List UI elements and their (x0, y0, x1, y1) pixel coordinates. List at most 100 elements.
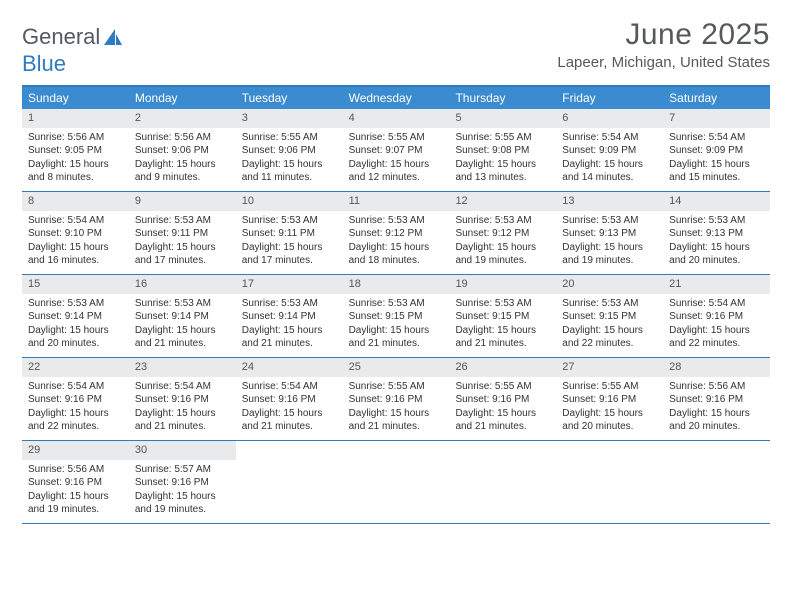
sunrise-line: Sunrise: 5:55 AM (349, 380, 444, 394)
sunset-line: Sunset: 9:16 PM (28, 393, 123, 407)
daylight-line: Daylight: 15 hours and 21 minutes. (349, 407, 444, 434)
logo-sail-icon (103, 28, 123, 46)
sunset-line: Sunset: 9:09 PM (562, 144, 657, 158)
daylight-line: Daylight: 15 hours and 9 minutes. (135, 158, 230, 185)
day-details: Sunrise: 5:53 AMSunset: 9:13 PMDaylight:… (663, 211, 770, 273)
day-details: Sunrise: 5:54 AMSunset: 9:16 PMDaylight:… (663, 294, 770, 356)
day-number: 15 (22, 275, 129, 294)
calendar-cell: 6Sunrise: 5:54 AMSunset: 9:09 PMDaylight… (556, 109, 663, 191)
calendar-cell: 1Sunrise: 5:56 AMSunset: 9:05 PMDaylight… (22, 109, 129, 191)
calendar-cell: 30Sunrise: 5:57 AMSunset: 9:16 PMDayligh… (129, 441, 236, 523)
day-number: 29 (22, 441, 129, 460)
sunrise-line: Sunrise: 5:53 AM (28, 297, 123, 311)
sunset-line: Sunset: 9:16 PM (349, 393, 444, 407)
day-number: 21 (663, 275, 770, 294)
day-number: 12 (449, 192, 556, 211)
sunset-line: Sunset: 9:11 PM (242, 227, 337, 241)
day-number: 7 (663, 109, 770, 128)
weekday-header: Sunday (22, 87, 129, 109)
week-row: 29Sunrise: 5:56 AMSunset: 9:16 PMDayligh… (22, 441, 770, 524)
sunrise-line: Sunrise: 5:53 AM (455, 214, 550, 228)
sunrise-line: Sunrise: 5:53 AM (562, 214, 657, 228)
calendar-cell-empty (343, 441, 450, 523)
sunrise-line: Sunrise: 5:55 AM (242, 131, 337, 145)
calendar-cell: 22Sunrise: 5:54 AMSunset: 9:16 PMDayligh… (22, 358, 129, 440)
day-number: 16 (129, 275, 236, 294)
daylight-line: Daylight: 15 hours and 22 minutes. (669, 324, 764, 351)
day-details: Sunrise: 5:55 AMSunset: 9:16 PMDaylight:… (449, 377, 556, 439)
day-details: Sunrise: 5:54 AMSunset: 9:16 PMDaylight:… (22, 377, 129, 439)
sunrise-line: Sunrise: 5:53 AM (349, 214, 444, 228)
calendar-cell: 20Sunrise: 5:53 AMSunset: 9:15 PMDayligh… (556, 275, 663, 357)
calendar-cell: 15 Sunrise: 5:53 AMSunset: 9:14 PMDayligh… (22, 275, 129, 357)
daylight-line: Daylight: 15 hours and 11 minutes. (242, 158, 337, 185)
calendar-cell: 9Sunrise: 5:53 AMSunset: 9:11 PMDaylight… (129, 192, 236, 274)
day-number: 9 (129, 192, 236, 211)
week-row: 15Sunrise: 5:53 AMSunset: 9:14 PMDayligh… (22, 275, 770, 358)
sunset-line: Sunset: 9:11 PM (135, 227, 230, 241)
calendar-cell: 28Sunrise: 5:56 AMSunset: 9:16 PMDayligh… (663, 358, 770, 440)
sunrise-line: Sunrise: 5:53 AM (242, 214, 337, 228)
calendar-cell: 13Sunrise: 5:53 AMSunset: 9:13 PMDayligh… (556, 192, 663, 274)
sunset-line: Sunset: 9:16 PM (669, 310, 764, 324)
daylight-line: Daylight: 15 hours and 19 minutes. (562, 241, 657, 268)
day-number: 18 (343, 275, 450, 294)
day-number: 23 (129, 358, 236, 377)
day-number: 5 (449, 109, 556, 128)
sunset-line: Sunset: 9:14 PM (28, 310, 123, 324)
sunset-line: Sunset: 9:15 PM (562, 310, 657, 324)
daylight-line: Daylight: 15 hours and 22 minutes. (562, 324, 657, 351)
daylight-line: Daylight: 15 hours and 19 minutes. (135, 490, 230, 517)
day-details: Sunrise: 5:56 AMSunset: 9:06 PMDaylight:… (129, 128, 236, 190)
sunset-line: Sunset: 9:06 PM (135, 144, 230, 158)
day-details: Sunrise: 5:54 AMSunset: 9:09 PMDaylight:… (556, 128, 663, 190)
sunset-line: Sunset: 9:12 PM (455, 227, 550, 241)
day-number: 8 (22, 192, 129, 211)
sunrise-line: Sunrise: 5:56 AM (28, 463, 123, 477)
daylight-line: Daylight: 15 hours and 14 minutes. (562, 158, 657, 185)
daylight-line: Daylight: 15 hours and 15 minutes. (669, 158, 764, 185)
daylight-line: Daylight: 15 hours and 21 minutes. (349, 324, 444, 351)
calendar-cell: 25Sunrise: 5:55 AMSunset: 9:16 PMDayligh… (343, 358, 450, 440)
sunset-line: Sunset: 9:14 PM (242, 310, 337, 324)
sunset-line: Sunset: 9:09 PM (669, 144, 764, 158)
calendar-cell: 23Sunrise: 5:54 AMSunset: 9:16 PMDayligh… (129, 358, 236, 440)
weekday-header: Monday (129, 87, 236, 109)
sunrise-line: Sunrise: 5:55 AM (349, 131, 444, 145)
sunset-line: Sunset: 9:05 PM (28, 144, 123, 158)
sunrise-line: Sunrise: 5:54 AM (669, 297, 764, 311)
day-number: 2 (129, 109, 236, 128)
sunset-line: Sunset: 9:06 PM (242, 144, 337, 158)
daylight-line: Daylight: 15 hours and 20 minutes. (669, 407, 764, 434)
daylight-line: Daylight: 15 hours and 17 minutes. (135, 241, 230, 268)
logo-text-1: General (22, 24, 100, 50)
logo-text-2: Blue (22, 51, 770, 77)
daylight-line: Daylight: 15 hours and 20 minutes. (28, 324, 123, 351)
daylight-line: Daylight: 15 hours and 20 minutes. (669, 241, 764, 268)
weekday-header: Wednesday (343, 87, 450, 109)
calendar-cell: 29Sunrise: 5:56 AMSunset: 9:16 PMDayligh… (22, 441, 129, 523)
daylight-line: Daylight: 15 hours and 12 minutes. (349, 158, 444, 185)
day-number: 26 (449, 358, 556, 377)
day-details: Sunrise: 5:55 AMSunset: 9:06 PMDaylight:… (236, 128, 343, 190)
calendar-cell: 17Sunrise: 5:53 AMSunset: 9:14 PMDayligh… (236, 275, 343, 357)
day-number: 6 (556, 109, 663, 128)
day-details: Sunrise: 5:56 AMSunset: 9:16 PMDaylight:… (663, 377, 770, 439)
calendar-cell: 2Sunrise: 5:56 AMSunset: 9:06 PMDaylight… (129, 109, 236, 191)
day-details: Sunrise: 5:53 AMSunset: 9:11 PMDaylight:… (236, 211, 343, 273)
day-details: Sunrise: 5:55 AMSunset: 9:16 PMDaylight:… (343, 377, 450, 439)
day-number: 13 (556, 192, 663, 211)
calendar-cell: 14Sunrise: 5:53 AMSunset: 9:13 PMDayligh… (663, 192, 770, 274)
sunrise-line: Sunrise: 5:53 AM (562, 297, 657, 311)
calendar-cell: 16Sunrise: 5:53 AMSunset: 9:14 PMDayligh… (129, 275, 236, 357)
sunrise-line: Sunrise: 5:53 AM (349, 297, 444, 311)
day-number: 30 (129, 441, 236, 460)
day-number: 25 (343, 358, 450, 377)
calendar-cell: 26Sunrise: 5:55 AMSunset: 9:16 PMDayligh… (449, 358, 556, 440)
day-details: Sunrise: 5:53 AMSunset: 9:15 PMDaylight:… (449, 294, 556, 356)
sunset-line: Sunset: 9:08 PM (455, 144, 550, 158)
calendar: Sunday Monday Tuesday Wednesday Thursday… (22, 85, 770, 524)
calendar-cell: 18Sunrise: 5:53 AMSunset: 9:15 PMDayligh… (343, 275, 450, 357)
daylight-line: Daylight: 15 hours and 17 minutes. (242, 241, 337, 268)
sunrise-line: Sunrise: 5:53 AM (135, 297, 230, 311)
